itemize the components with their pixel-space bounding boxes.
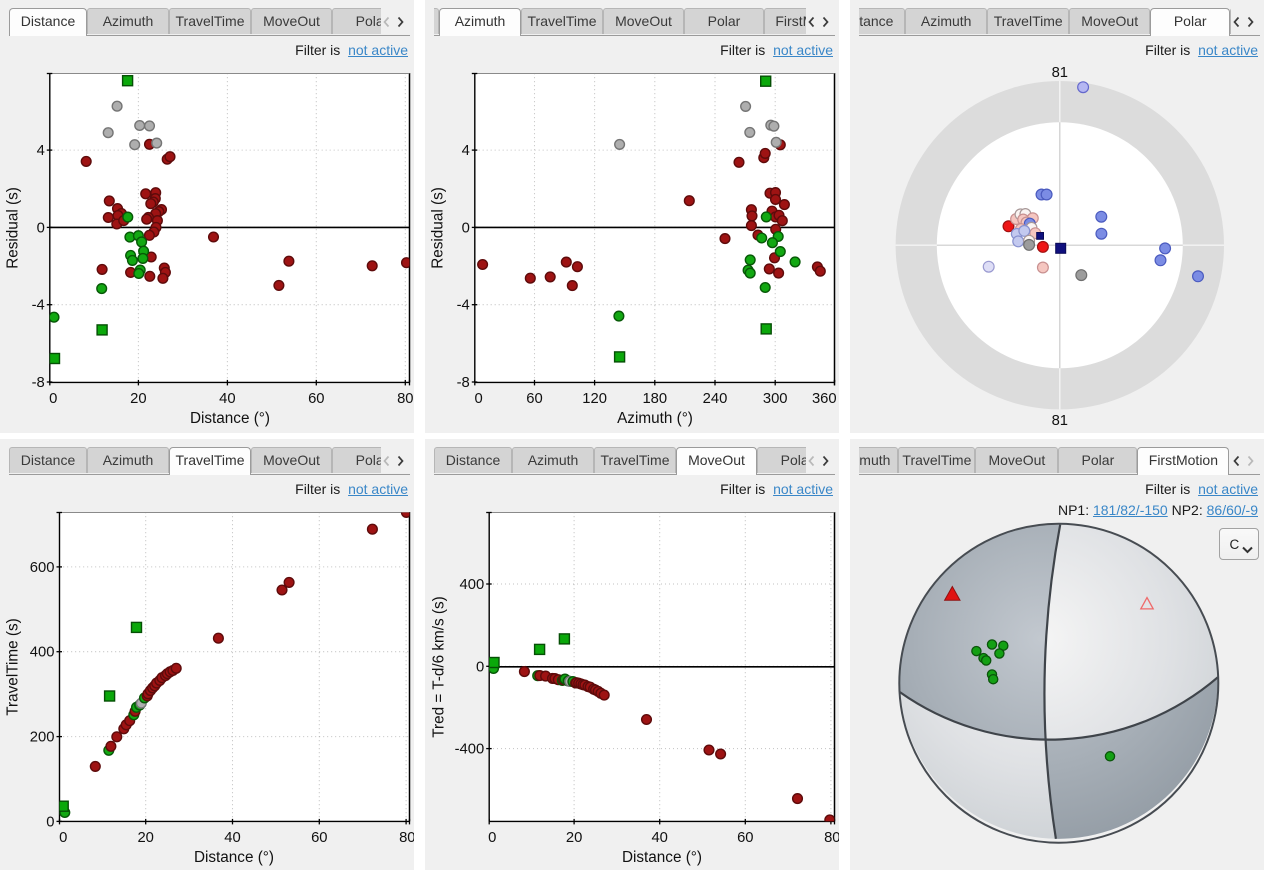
svg-text:Distance (°): Distance (°) bbox=[622, 849, 702, 866]
svg-text:0: 0 bbox=[476, 659, 484, 675]
svg-text:0: 0 bbox=[46, 814, 54, 830]
svg-text:60: 60 bbox=[737, 830, 753, 846]
svg-text:Tred = T-d/6 km/s (s): Tred = T-d/6 km/s (s) bbox=[430, 596, 447, 738]
svg-text:400: 400 bbox=[459, 577, 484, 593]
svg-text:80: 80 bbox=[824, 830, 839, 846]
svg-text:-8: -8 bbox=[32, 375, 45, 391]
svg-text:40: 40 bbox=[651, 830, 667, 846]
svg-text:0: 0 bbox=[59, 830, 67, 846]
svg-text:120: 120 bbox=[582, 391, 607, 407]
svg-text:60: 60 bbox=[308, 391, 324, 407]
svg-text:60: 60 bbox=[526, 391, 542, 407]
svg-text:4: 4 bbox=[462, 143, 470, 159]
svg-text:40: 40 bbox=[224, 830, 240, 846]
svg-text:80: 80 bbox=[399, 830, 414, 846]
svg-text:200: 200 bbox=[30, 730, 55, 746]
svg-text:20: 20 bbox=[566, 830, 582, 846]
svg-text:60: 60 bbox=[311, 830, 327, 846]
svg-text:80: 80 bbox=[397, 391, 413, 407]
svg-text:-8: -8 bbox=[457, 375, 470, 391]
svg-text:300: 300 bbox=[763, 391, 788, 407]
svg-text:81: 81 bbox=[1052, 413, 1068, 429]
svg-text:Distance (°): Distance (°) bbox=[194, 849, 274, 866]
svg-text:Distance (°): Distance (°) bbox=[190, 410, 270, 427]
svg-text:-400: -400 bbox=[455, 742, 485, 758]
svg-text:-4: -4 bbox=[32, 298, 45, 314]
svg-text:240: 240 bbox=[703, 391, 728, 407]
svg-text:20: 20 bbox=[130, 391, 146, 407]
svg-text:81: 81 bbox=[1052, 65, 1068, 81]
svg-text:0: 0 bbox=[49, 391, 57, 407]
svg-text:20: 20 bbox=[137, 830, 153, 846]
svg-text:360: 360 bbox=[812, 391, 837, 407]
svg-text:Azimuth (°): Azimuth (°) bbox=[617, 410, 693, 427]
svg-text:0: 0 bbox=[474, 391, 482, 407]
svg-text:-4: -4 bbox=[457, 298, 470, 314]
svg-text:Residual (s): Residual (s) bbox=[430, 187, 447, 269]
svg-text:0: 0 bbox=[462, 220, 470, 236]
svg-text:600: 600 bbox=[30, 560, 55, 576]
svg-text:0: 0 bbox=[488, 830, 496, 846]
svg-text:40: 40 bbox=[219, 391, 235, 407]
svg-text:4: 4 bbox=[37, 143, 45, 159]
svg-text:400: 400 bbox=[30, 645, 55, 661]
svg-text:Residual (s): Residual (s) bbox=[5, 187, 22, 269]
svg-text:180: 180 bbox=[642, 391, 667, 407]
svg-text:TravelTime (s): TravelTime (s) bbox=[5, 618, 22, 715]
svg-text:0: 0 bbox=[37, 220, 45, 236]
